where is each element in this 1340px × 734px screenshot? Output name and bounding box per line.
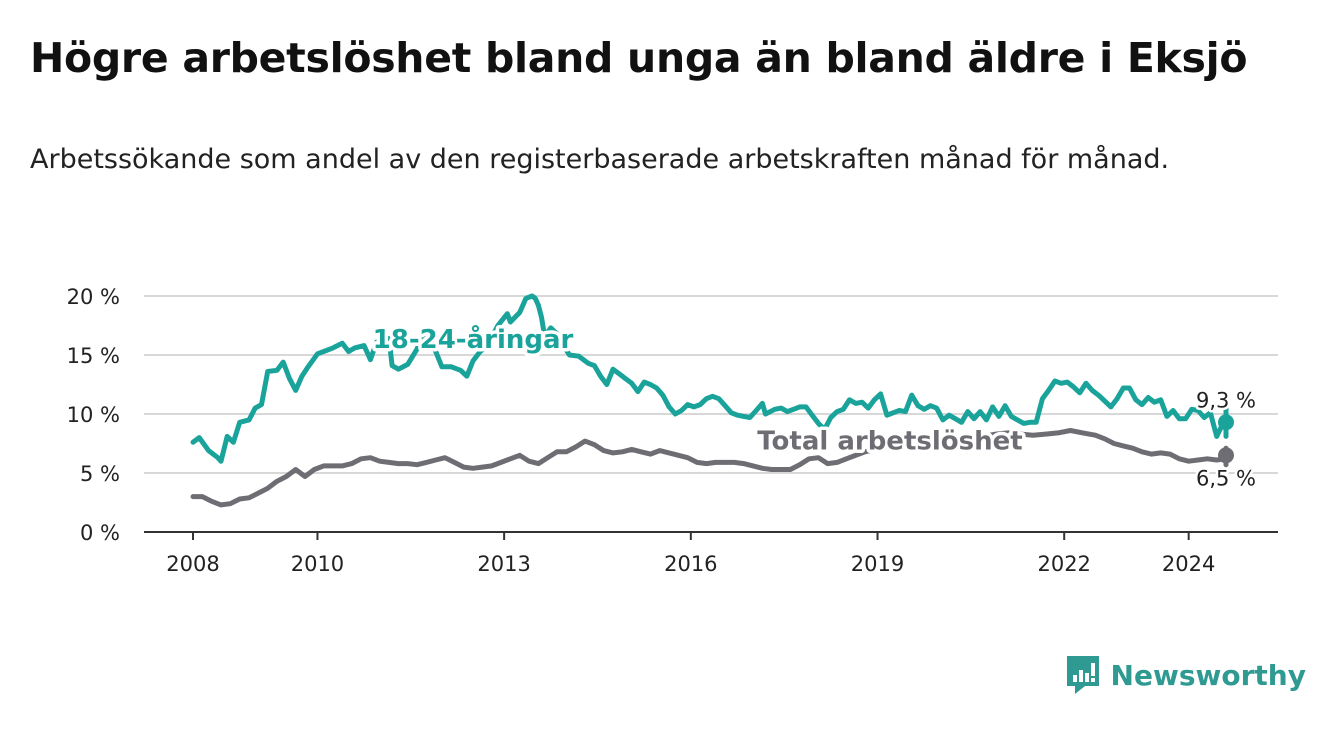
brand-name: Newsworthy (1110, 658, 1306, 692)
chart-title: Högre arbetslöshet bland unga än bland ä… (30, 34, 1248, 82)
y-tick-label: 5 % (80, 462, 120, 486)
series-end-dot-total (1218, 447, 1234, 464)
series-label-youth: 18-24-åringar (373, 323, 574, 355)
x-tick-label: 2013 (477, 552, 530, 576)
brand-logo[interactable]: Newsworthy (1065, 654, 1306, 696)
series-line-youth (190, 293, 1229, 464)
x-tick-label: 2024 (1162, 552, 1215, 576)
line-chart: 0 % 5 % 10 % 15 % 20 % 2008 2010 2013 2016 2019 20… (67, 285, 1278, 576)
x-tick-label: 2010 (291, 552, 344, 576)
bar-chart-speech-icon (1066, 656, 1099, 694)
x-tick-label: 2008 (166, 552, 219, 576)
y-tick-label: 15 % (67, 344, 120, 368)
series-label-total: Total arbetslöshet (757, 426, 1022, 456)
series-end-label-youth: 9,3 % (1196, 388, 1256, 412)
y-tick-label: 0 % (80, 521, 120, 545)
series-line-total (190, 428, 1229, 508)
x-tick-label: 2016 (664, 552, 717, 576)
x-tick-label: 2019 (851, 552, 904, 576)
y-tick-label: 10 % (67, 403, 120, 427)
series-end-label-total: 6,5 % (1196, 466, 1256, 490)
chart-subtitle: Arbetssökande som andel av den registerb… (30, 144, 1170, 175)
series-end-dot-youth (1218, 414, 1234, 431)
x-tick-label: 2022 (1037, 552, 1090, 576)
y-tick-label: 20 % (67, 285, 120, 309)
